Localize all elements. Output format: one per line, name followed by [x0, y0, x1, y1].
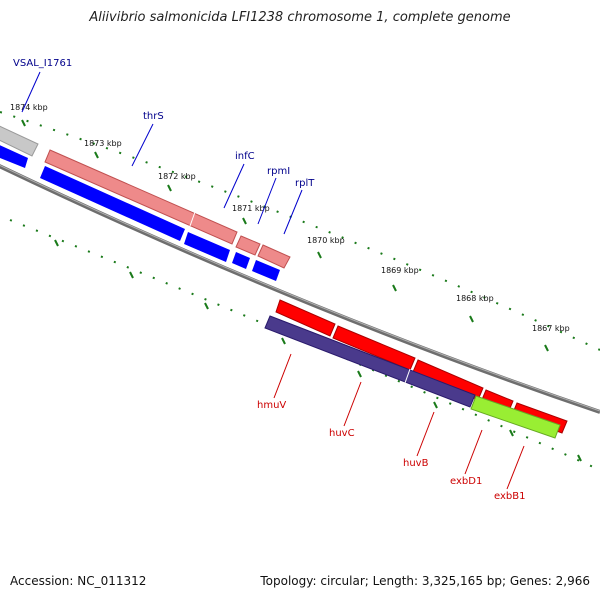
map-title: Aliivibrio salmonicida LFI1238 chromosom…	[89, 10, 511, 25]
gene-label-thrS: thrS	[143, 111, 164, 122]
gene-label-huvB: huvB	[403, 458, 429, 469]
scale-label: 1870 kbp	[307, 236, 345, 245]
lower-gene-labels[interactable]: hmuV huvC huvB exbD1 exbB1	[257, 400, 525, 502]
chromosome-backbone	[0, 164, 600, 414]
lower-leaders	[273, 353, 525, 490]
scale-labels: 1874 kbp 1873 kbp 1872 kbp 1871 kbp 1870…	[10, 103, 570, 333]
major-ticks	[21, 119, 582, 462]
pink-cds-bar[interactable]	[44, 149, 291, 269]
gene-label-rpmI: rpmI	[267, 166, 290, 177]
scale-label: 1871 kbp	[232, 204, 270, 213]
scale-label: 1873 kbp	[84, 139, 122, 148]
scale-label: 1867 kbp	[532, 324, 570, 333]
accession-text: Accession: NC_011312	[10, 574, 147, 588]
gene-label-VSAL_I1761: VSAL_I1761	[13, 58, 72, 69]
green-exb-bar[interactable]	[470, 395, 561, 439]
upper-leaders	[21, 71, 303, 235]
grey-feature[interactable]	[0, 124, 39, 157]
gene-label-rplT: rplT	[295, 178, 315, 189]
scale-label: 1874 kbp	[10, 103, 48, 112]
blue-gene-arrows[interactable]	[0, 143, 280, 281]
scale-label: 1869 kbp	[381, 266, 419, 275]
gene-label-huvC: huvC	[329, 428, 355, 439]
scale-label: 1872 kbp	[158, 172, 196, 181]
genome-summary-text: Topology: circular; Length: 3,325,165 bp…	[260, 574, 590, 588]
gene-label-hmuV: hmuV	[257, 400, 286, 411]
gene-label-exbD1: exbD1	[450, 476, 482, 487]
purple-cds-bar[interactable]	[264, 315, 476, 408]
upper-gene-labels[interactable]: VSAL_I1761 thrS infC rpmI rplT	[13, 58, 315, 189]
scale-label: 1868 kbp	[456, 294, 494, 303]
gene-label-infC: infC	[235, 151, 255, 162]
gene-label-exbB1: exbB1	[494, 491, 525, 502]
